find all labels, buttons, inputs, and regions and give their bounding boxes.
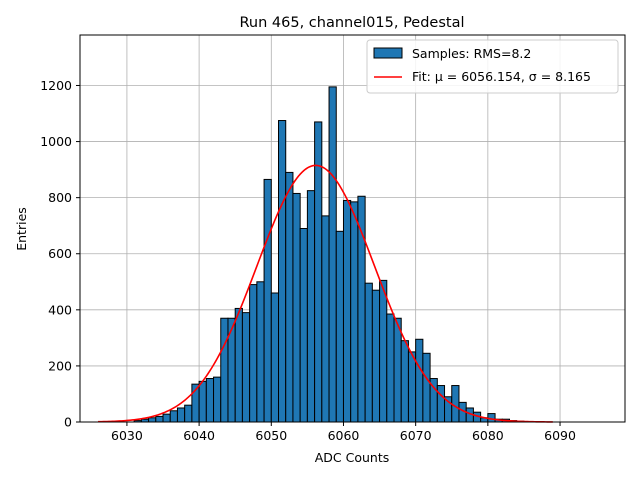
histogram-bar — [292, 192, 301, 423]
histogram-bar — [155, 415, 164, 423]
histogram-bar — [422, 352, 431, 423]
x-tick-label: 6080 — [472, 428, 504, 443]
legend-label-histogram: Samples: RMS=8.2 — [412, 46, 531, 61]
histogram-bar — [285, 171, 294, 423]
histogram-bar — [436, 385, 446, 423]
legend-swatch-histogram — [373, 47, 403, 59]
histogram-bar — [205, 378, 215, 423]
plot-frame — [79, 34, 626, 423]
histogram-bar — [169, 410, 178, 423]
legend-label-fit: Fit: μ = 6056.154, σ = 8.165 — [412, 69, 591, 84]
histogram-bar — [263, 178, 272, 423]
y-tick-label: 1200 — [40, 78, 72, 93]
histogram-bar — [321, 215, 330, 423]
y-axis-ticks: 0 200 400 600 800 1000 1200 — [40, 78, 80, 430]
y-tick-label: 800 — [48, 190, 72, 205]
y-tick-label: 400 — [48, 302, 72, 317]
histogram-bar — [407, 351, 417, 423]
legend: Samples: RMS=8.2 Fit: μ = 6056.154, σ = … — [366, 39, 619, 94]
histogram-bar — [241, 312, 251, 423]
histogram-bar — [306, 190, 316, 423]
x-tick-label: 6040 — [183, 428, 215, 443]
x-axis-label: ADC Counts — [315, 450, 390, 465]
histogram-bar — [415, 338, 424, 423]
histogram-bar — [342, 199, 352, 423]
y-tick-label: 1000 — [40, 134, 72, 149]
histogram-bar — [371, 289, 381, 423]
legend-box — [366, 39, 619, 94]
histogram-bar — [148, 417, 157, 423]
histogram-bar — [350, 201, 359, 423]
histogram-bar — [400, 340, 409, 423]
y-tick-label: 600 — [48, 246, 72, 261]
histogram-bar — [256, 281, 265, 423]
x-tick-label: 6070 — [400, 428, 432, 443]
y-tick-label: 0 — [64, 415, 72, 430]
histogram-bar — [162, 413, 171, 423]
histogram-bar — [234, 307, 243, 423]
x-axis-ticks: 6030 6040 6050 6060 6070 6080 6090 — [111, 422, 576, 443]
histogram-bar — [335, 230, 344, 423]
chart-title: Run 465, channel015, Pedestal — [239, 15, 464, 31]
x-tick-label: 6030 — [111, 428, 143, 443]
histogram-bar — [451, 385, 460, 423]
histogram-bar — [364, 282, 373, 423]
histogram-bar — [328, 86, 337, 423]
histogram-bar — [357, 195, 366, 423]
fit-curve — [98, 164, 553, 423]
histogram-bar — [278, 120, 287, 423]
histogram-bar — [198, 380, 207, 423]
x-tick-label: 6060 — [328, 428, 360, 443]
y-axis-label: Entries — [14, 207, 29, 251]
y-tick-label: 200 — [48, 358, 72, 373]
histogram-bar — [299, 228, 308, 423]
histogram-bar — [270, 292, 280, 423]
histogram-bar — [379, 279, 388, 423]
histogram-bar — [393, 317, 402, 423]
x-tick-label: 6090 — [544, 428, 576, 443]
histogram-bar — [220, 317, 229, 423]
histogram-bar — [176, 407, 186, 423]
x-tick-label: 6050 — [255, 428, 287, 443]
histogram-bar — [213, 376, 222, 423]
histogram-bar — [184, 404, 193, 423]
histogram-bar — [249, 284, 258, 423]
histogram-bar — [386, 313, 395, 423]
